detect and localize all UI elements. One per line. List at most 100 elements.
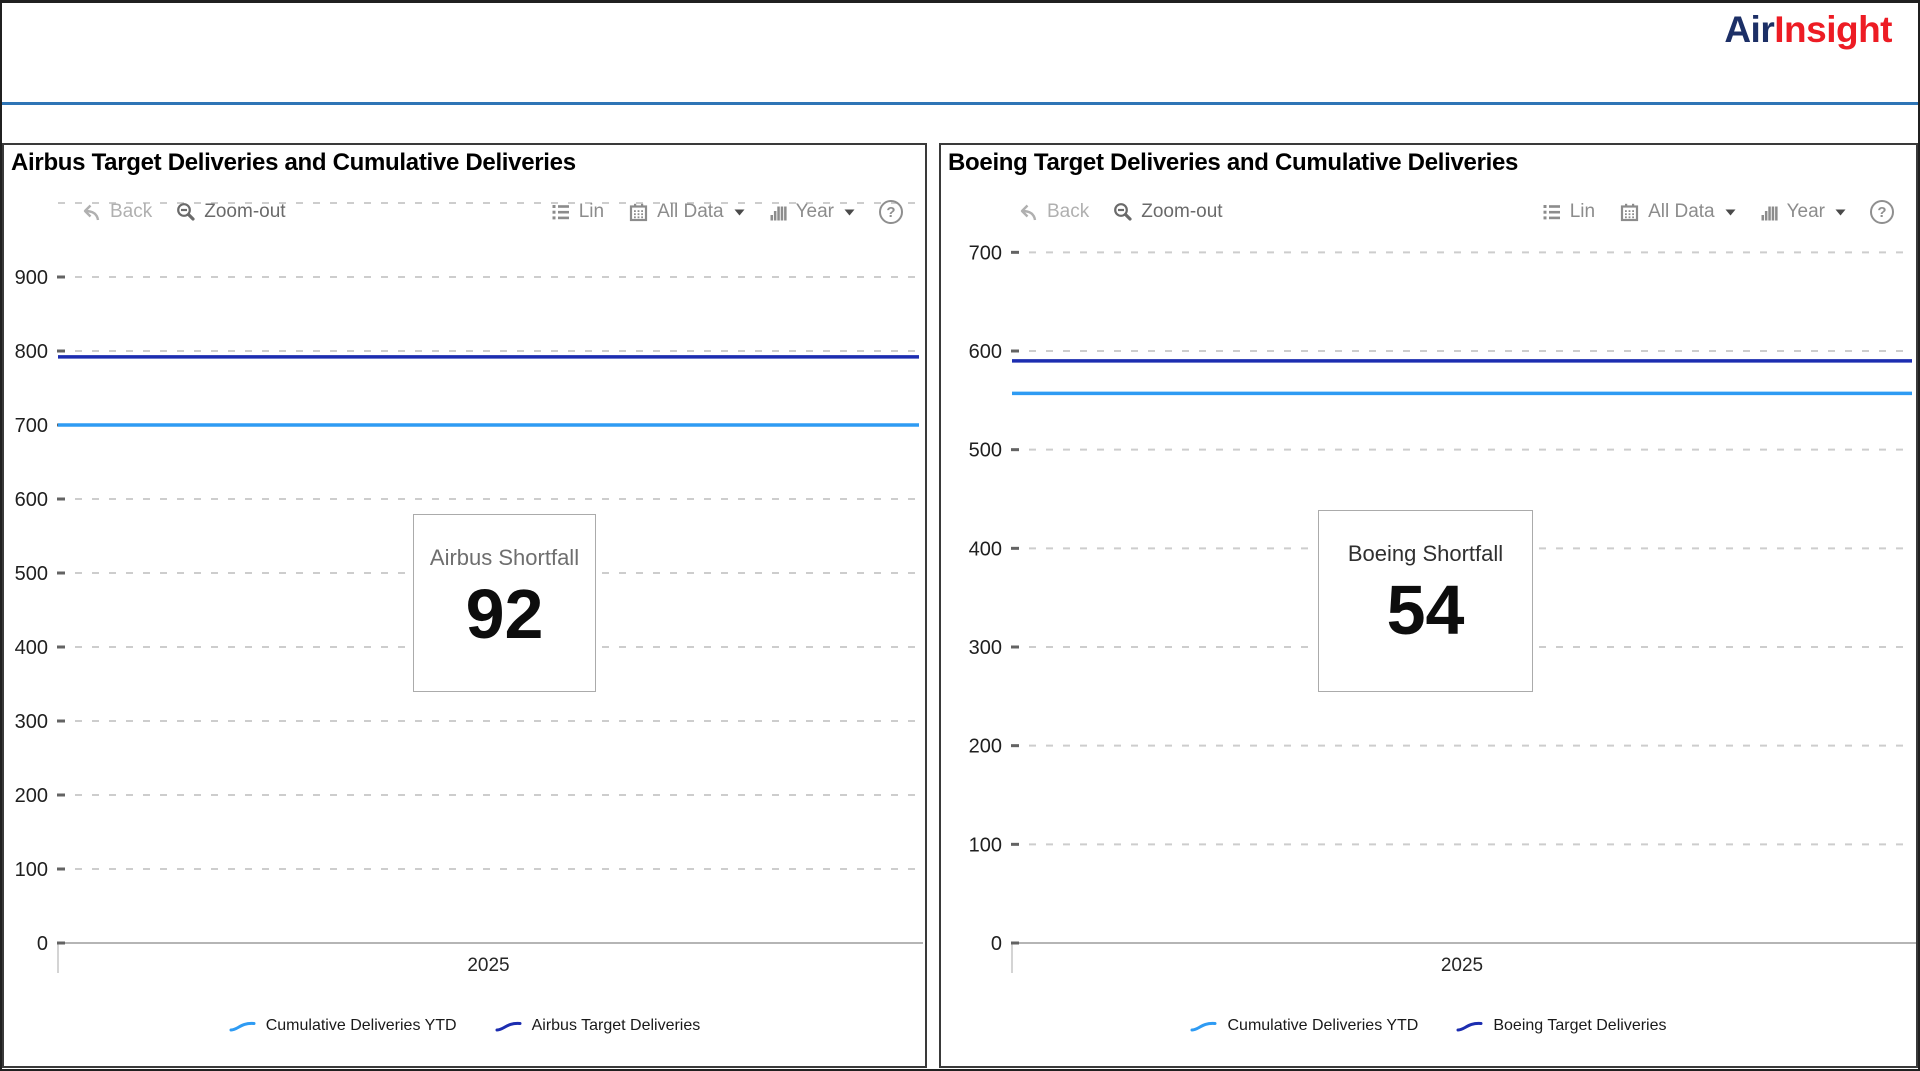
legend-line-swatch xyxy=(229,1021,256,1032)
back-button[interactable]: Back xyxy=(82,201,152,223)
boeing-legend: Cumulative Deliveries YTD Boeing Target … xyxy=(941,1017,1916,1035)
y-tick-label: 400 xyxy=(15,637,48,659)
y-tick-label: 700 xyxy=(969,242,1002,264)
y-tick-label: 300 xyxy=(969,637,1002,659)
back-icon xyxy=(1020,204,1037,221)
all-data-button[interactable]: All Data xyxy=(1619,201,1736,223)
header-divider xyxy=(2,102,1918,105)
back-icon xyxy=(83,204,100,221)
y-tick xyxy=(57,497,65,501)
y-tick-label: 0 xyxy=(37,933,48,955)
boeing-chart-title: Boeing Target Deliveries and Cumulative … xyxy=(948,149,1519,176)
airbus-legend: Cumulative Deliveries YTD Airbus Target … xyxy=(4,1017,925,1035)
chevron-down-icon xyxy=(734,209,745,215)
back-label: Back xyxy=(110,201,153,222)
zoom-out-button[interactable]: Zoom-out xyxy=(1113,201,1223,223)
app-logo: AirInsight xyxy=(1724,9,1892,51)
y-tick xyxy=(1011,448,1019,452)
legend-line-swatch xyxy=(1190,1021,1217,1032)
y-tick-label: 500 xyxy=(15,563,48,585)
legend-item-cumulative[interactable]: Cumulative Deliveries YTD xyxy=(229,1017,457,1035)
year-label: Year xyxy=(795,201,834,222)
y-tick-label: 100 xyxy=(969,834,1002,856)
legend-item-target[interactable]: Airbus Target Deliveries xyxy=(495,1017,701,1035)
calendar-icon xyxy=(1620,203,1639,221)
y-tick-label: 400 xyxy=(969,538,1002,560)
list-icon xyxy=(1543,205,1560,220)
boeing-shortfall-value: 54 xyxy=(1386,571,1465,649)
y-tick xyxy=(57,941,65,945)
y-tick xyxy=(57,645,65,649)
zoom-out-button[interactable]: Zoom-out xyxy=(176,201,286,223)
y-tick-label: 500 xyxy=(969,440,1002,462)
logo-air: Air xyxy=(1724,9,1775,50)
zoom-out-icon xyxy=(177,203,195,221)
legend-label: Airbus Target Deliveries xyxy=(531,1017,701,1034)
y-tick xyxy=(57,719,65,723)
help-label: ? xyxy=(1877,203,1887,221)
bar-chart-icon xyxy=(770,206,787,220)
legend-label: Boeing Target Deliveries xyxy=(1493,1017,1667,1034)
boeing-chart-panel: 0 100 200 300 400 500 600 700 Boeing Target Del… xyxy=(939,143,1918,1068)
y-tick xyxy=(1011,645,1019,649)
x-axis-year-label: 2025 xyxy=(1440,955,1484,976)
lin-label: Lin xyxy=(578,201,605,222)
y-tick-label: 200 xyxy=(969,736,1002,758)
y-tick-label: 600 xyxy=(969,341,1002,363)
y-tick xyxy=(1011,842,1019,846)
boeing-shortfall-box: Boeing Shortfall 54 xyxy=(1318,510,1533,692)
boeing-plot-area: 0 100 200 300 400 500 600 700 xyxy=(969,242,1916,973)
y-tick xyxy=(57,349,65,353)
back-button[interactable]: Back xyxy=(1019,201,1089,223)
y-tick-label: 0 xyxy=(991,933,1002,955)
y-tick-label: 300 xyxy=(15,711,48,733)
year-label: Year xyxy=(1786,201,1825,222)
chevron-down-icon xyxy=(844,209,855,215)
help-label: ? xyxy=(886,203,896,221)
lin-button[interactable]: Lin xyxy=(1542,201,1595,223)
legend-line-swatch xyxy=(1456,1021,1483,1032)
chevron-down-icon xyxy=(1835,209,1846,215)
legend-label: Cumulative Deliveries YTD xyxy=(265,1017,457,1034)
zoom-out-icon xyxy=(1114,203,1132,221)
y-tick xyxy=(57,867,65,871)
y-tick xyxy=(1011,744,1019,748)
year-button[interactable]: Year xyxy=(1760,201,1846,223)
header: AirInsight xyxy=(2,3,1918,102)
year-button[interactable]: Year xyxy=(769,201,855,223)
y-tick-label: 700 xyxy=(15,415,48,437)
calendar-icon xyxy=(629,203,648,221)
airbus-chart-title: Airbus Target Deliveries and Cumulative … xyxy=(11,149,576,176)
x-axis-year-label: 2025 xyxy=(467,955,510,976)
logo-insight: Insight xyxy=(1774,9,1892,50)
y-tick xyxy=(1011,349,1019,353)
boeing-toolbar: Back Zoom-out Lin xyxy=(941,195,1916,229)
help-button[interactable]: ? xyxy=(879,200,903,224)
y-tick xyxy=(57,793,65,797)
legend-item-target[interactable]: Boeing Target Deliveries xyxy=(1456,1017,1667,1035)
y-tick xyxy=(1011,250,1019,254)
chevron-down-icon xyxy=(1725,209,1736,215)
legend-line-swatch xyxy=(495,1021,522,1032)
y-tick-label: 600 xyxy=(15,489,48,511)
airbus-shortfall-value: 92 xyxy=(465,575,544,653)
legend-item-cumulative[interactable]: Cumulative Deliveries YTD xyxy=(1190,1017,1418,1035)
bar-chart-icon xyxy=(1761,206,1778,220)
legend-label: Cumulative Deliveries YTD xyxy=(1227,1017,1419,1034)
y-tick xyxy=(57,571,65,575)
airbus-shortfall-box: Airbus Shortfall 92 xyxy=(413,514,596,692)
help-button[interactable]: ? xyxy=(1870,200,1894,224)
airbus-toolbar: Back Zoom-out Lin xyxy=(4,195,925,229)
boeing-shortfall-label: Boeing Shortfall xyxy=(1347,541,1504,566)
lin-label: Lin xyxy=(1569,201,1596,222)
all-data-button[interactable]: All Data xyxy=(628,201,745,223)
y-tick xyxy=(1011,941,1019,945)
zoom-out-label: Zoom-out xyxy=(1141,201,1223,222)
airbus-chart-panel: 0 100 200 300 400 500 600 700 800 900 Airbus Targ… xyxy=(2,143,927,1068)
back-label: Back xyxy=(1047,201,1090,222)
y-tick-label: 900 xyxy=(15,267,48,289)
lin-button[interactable]: Lin xyxy=(551,201,604,223)
airbus-shortfall-label: Airbus Shortfall xyxy=(429,545,580,570)
list-icon xyxy=(552,205,569,220)
